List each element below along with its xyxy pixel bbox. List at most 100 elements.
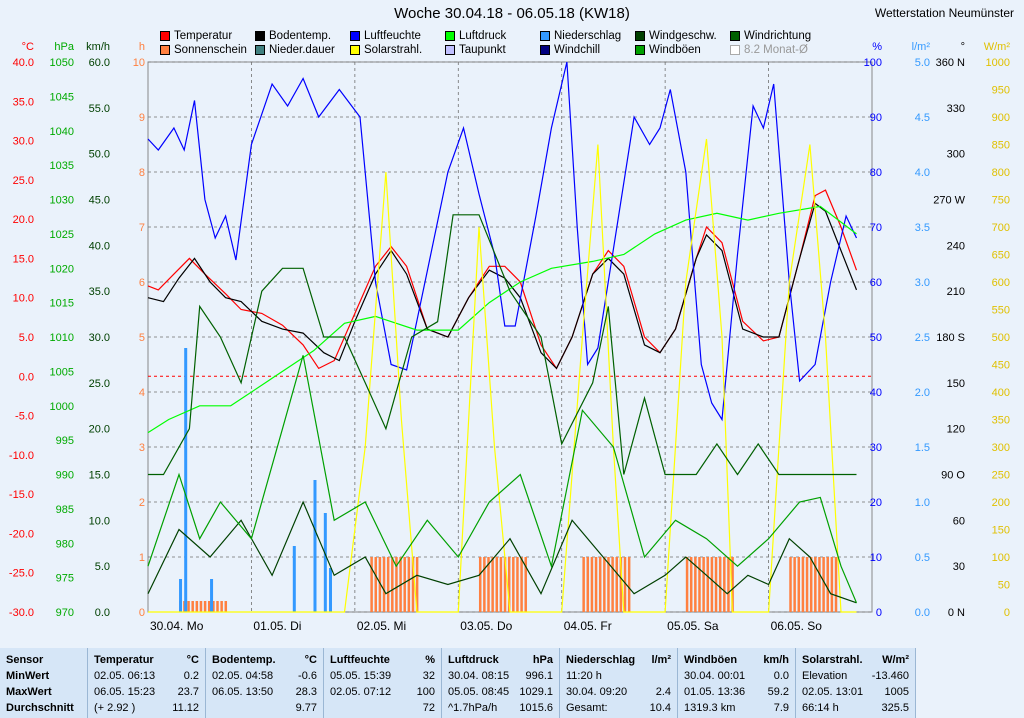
rain-bar xyxy=(292,546,296,612)
axis-tick-label: 100 xyxy=(992,552,1010,564)
legend-label: Temperatur xyxy=(174,30,233,42)
legend-swatch xyxy=(350,31,360,41)
sunshine-bar xyxy=(516,557,519,612)
axis-tick-label: -20.0 xyxy=(9,528,34,540)
legend-item: Niederschlag xyxy=(540,30,621,42)
axis-tick-label: 300 xyxy=(947,149,965,161)
axis-tick-label: 900 xyxy=(992,112,1010,124)
stat-header: Bodentemp. xyxy=(212,654,276,666)
legend-swatch xyxy=(160,45,170,55)
legend-item: Windchill xyxy=(540,44,600,56)
legend-swatch xyxy=(540,31,550,41)
axis-tick-label: 350 xyxy=(992,415,1010,427)
axis-tick-label: 4 xyxy=(139,387,145,399)
rain-bar xyxy=(329,568,332,612)
axis-tick-label: 50.0 xyxy=(89,149,110,161)
stat-value: 10.4 xyxy=(649,702,671,714)
axis-tick-label: 40 xyxy=(870,387,882,399)
axis-tick-label: 30 xyxy=(870,442,882,454)
rain-bar xyxy=(179,579,183,612)
legend-label: Niederschlag xyxy=(554,30,622,42)
sunshine-bar xyxy=(710,557,714,612)
stat-row: MaxWert xyxy=(6,686,81,702)
stat-row: Durchschnitt xyxy=(6,702,81,718)
stat-row: 02.05. 04:58 -0.6 xyxy=(212,670,317,686)
axis-tick-label: 980 xyxy=(56,538,74,550)
axis-tick-label: -5.0 xyxy=(15,411,34,423)
axis-tick-label: 240 xyxy=(947,240,965,252)
sunshine-bar xyxy=(370,557,373,612)
axis-tick-label: 990 xyxy=(56,470,74,482)
x-tick-label: 03.05. Do xyxy=(460,619,512,633)
sunshine-bar xyxy=(507,557,511,612)
x-tick-label: 06.05. So xyxy=(771,619,823,633)
axis-tick-label: 850 xyxy=(992,140,1010,152)
axis-tick-label: 10 xyxy=(870,552,882,564)
axis-tick-label: 1005 xyxy=(50,366,74,378)
stat-row: MinWert xyxy=(6,670,81,686)
sunshine-bar xyxy=(216,601,219,612)
axis-tick-label: 40.0 xyxy=(89,240,110,252)
stat-row: 05.05. 15:39 32 xyxy=(330,670,435,686)
stat-label: 02.05. 07:12 xyxy=(330,686,392,698)
axis-tick-label: 60.0 xyxy=(89,57,110,69)
sunshine-bar xyxy=(611,557,614,612)
axis-tick-label: 500 xyxy=(992,332,1010,344)
stat-row: 05.05. 08:45 1029.1 xyxy=(448,686,553,702)
series-line-temperatur xyxy=(147,189,858,370)
axis-tick-label: 35.0 xyxy=(89,286,110,298)
axis-tick-label: 700 xyxy=(992,222,1010,234)
axis-tick-label: 550 xyxy=(992,305,1010,317)
legend-swatch xyxy=(730,45,740,55)
legend-swatch xyxy=(635,45,645,55)
axis-tick-label: 30 xyxy=(953,561,965,573)
axis-tick-label: 55.0 xyxy=(89,103,110,115)
stat-value: 7.9 xyxy=(773,702,789,714)
axis-tick-label: 70 xyxy=(870,222,882,234)
axis-tick-label: 40.0 xyxy=(13,57,34,69)
axis-tick-label: 5.0 xyxy=(95,561,110,573)
sunshine-bar xyxy=(801,557,805,612)
stat-row: 02.05. 06:13 0.2 xyxy=(94,670,199,686)
stat-block: Sensor MinWert MaxWert Durchschnitt xyxy=(0,648,88,718)
axis-tick-label: 1040 xyxy=(50,126,74,138)
axis-tick-label: 15.0 xyxy=(13,253,34,265)
stat-label: 05.05. 15:39 xyxy=(330,670,392,682)
stat-value: 100 xyxy=(416,686,435,698)
legend-label: Solarstrahl. xyxy=(364,44,423,56)
stat-row: 9.77 xyxy=(212,702,317,718)
sunshine-bar xyxy=(706,557,710,612)
axis-tick-label: 30.0 xyxy=(13,136,34,148)
sunshine-bar xyxy=(718,557,722,612)
sunshine-bar xyxy=(689,557,693,612)
stat-value: 0.2 xyxy=(183,670,199,682)
sunshine-bar xyxy=(415,557,419,612)
axis-tick-label: 2 xyxy=(139,497,145,509)
axis-tick-label: -30.0 xyxy=(9,607,34,619)
stat-row: (+ 2.92 ) 11.12 xyxy=(94,702,199,718)
stat-header: Luftfeuchte xyxy=(330,654,390,666)
sunshine-bar xyxy=(483,557,486,612)
stat-header: Luftdruck xyxy=(448,654,499,666)
axis-tick-label: 5 xyxy=(139,332,145,344)
axis-tick-label: 0 N xyxy=(948,607,965,619)
axis-tick-label: 4.5 xyxy=(915,112,930,124)
sunshine-bar xyxy=(499,557,503,612)
axis-tick-label: 30.0 xyxy=(89,332,110,344)
legend-label: 8.2 Monat-Ø xyxy=(744,44,808,56)
axis-tick-label: 650 xyxy=(992,250,1010,262)
axis-tick-label: 0.0 xyxy=(19,371,34,383)
legend-label: Bodentemp. xyxy=(269,30,332,42)
legend-label: Luftfeuchte xyxy=(364,30,421,42)
legend-item: 8.2 Monat-Ø xyxy=(730,44,808,56)
stat-row: 72 xyxy=(330,702,435,718)
sunshine-bar xyxy=(487,557,490,612)
legend-label: Windböen xyxy=(649,44,701,56)
sunshine-bar xyxy=(403,557,406,612)
legend-label: Luftdruck xyxy=(459,30,507,42)
chart-area: 40.0 35.0 30.0 25.0 20.0 15.0 10.0 5.0 0.0 -5.0 -1… xyxy=(9,5,1014,633)
sunshine-bar xyxy=(830,557,834,612)
axis-tick-label: -25.0 xyxy=(9,568,34,580)
axis-tick-label: 1.5 xyxy=(915,442,930,454)
legend-item: Sonnenschein xyxy=(160,44,247,56)
